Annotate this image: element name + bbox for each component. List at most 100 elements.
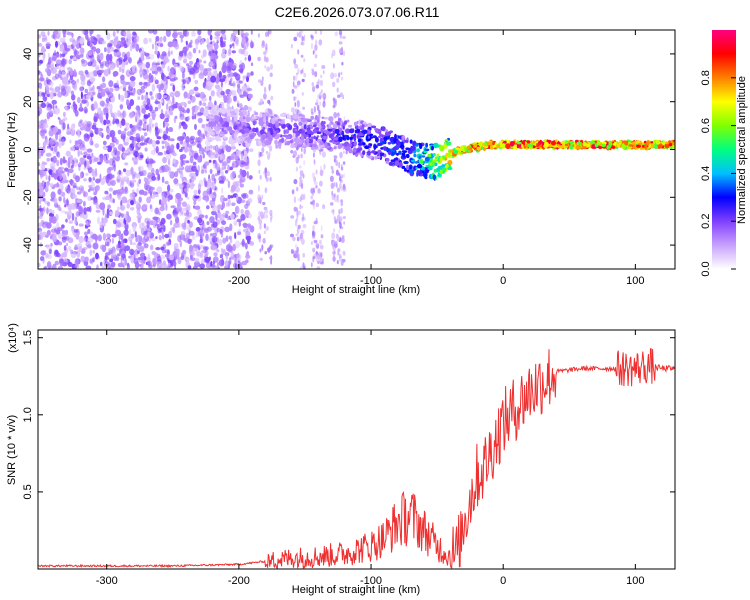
spectrogram-streak-cell (313, 181, 318, 185)
spectrogram-signal-cell (327, 128, 333, 132)
spectrogram-signal-cell (369, 143, 373, 147)
spectrogram-signal-cell (506, 139, 510, 144)
spectrogram-noise-cell (83, 124, 88, 132)
spectrogram-noise-cell (54, 73, 60, 80)
spectrogram-signal-cell (416, 169, 420, 176)
spectrogram-signal-cell (239, 140, 244, 144)
spectrogram-streak-cell (293, 96, 297, 100)
spectrogram-noise-cell (80, 58, 86, 64)
spectrogram-noise-cell (120, 39, 127, 45)
spectrogram-streak-cell (302, 213, 305, 220)
spectrogram-noise-cell (137, 119, 143, 126)
spectrogram-noise-cell (211, 197, 216, 202)
spectrogram-noise-cell (95, 48, 101, 54)
figure-title: C2E6.2026.073.07.06.R11 (275, 4, 440, 20)
spectrogram-noise-cell (234, 257, 238, 264)
spectrogram-noise-cell (228, 57, 232, 63)
colorbar-tick-label: 0.4 (700, 166, 712, 181)
spectrogram-noise-cell (192, 47, 197, 54)
spectrogram-noise-cell (201, 232, 205, 237)
spectrogram-noise-cell (180, 230, 186, 236)
spectrogram-streak-cell (300, 182, 304, 189)
spectrogram-signal-cell (242, 125, 246, 130)
spectrogram-streak-cell (313, 49, 316, 53)
spectrogram-noise-cell (123, 176, 130, 183)
spectrogram-streak-cell (332, 97, 336, 102)
spectrogram-streak-cell (293, 85, 298, 89)
spectrogram-signal-cell (209, 116, 214, 119)
spectrogram-signal-cell (212, 104, 217, 110)
spectrogram-noise-cell (63, 196, 66, 204)
spectrogram-noise-cell (119, 222, 125, 228)
spectrogram-noise-cell (78, 245, 83, 252)
spectrogram-noise-cell (216, 262, 219, 267)
spectrogram-noise-cell (86, 155, 92, 160)
spectrogram-noise-cell (45, 181, 50, 188)
spectrogram-noise-cell (243, 105, 249, 111)
spectrogram-streak-cell (319, 79, 324, 86)
spectrogram-noise-cell (173, 213, 178, 219)
spectrogram-noise-cell (229, 36, 234, 43)
spectrogram-noise-cell (187, 219, 190, 224)
spectrogram-noise-cell (59, 173, 63, 180)
spectrogram-streak-cell (332, 81, 336, 88)
spectrogram-streak-cell (301, 35, 305, 42)
spectrogram-streak-cell (323, 163, 326, 170)
spectrogram-noise-cell (234, 36, 239, 44)
spectrogram-noise-cell (161, 228, 164, 235)
spectrogram-streak-cell (312, 257, 315, 263)
spectrogram-noise-cell (159, 206, 165, 212)
spectrogram-noise-cell (163, 35, 167, 43)
spectrogram-noise-cell (165, 30, 171, 37)
spectrogram-noise-cell (83, 154, 87, 159)
spectrogram-noise-cell (214, 84, 221, 90)
spectrogram-x-ticks: -300 -200 -100 0 100 (96, 30, 645, 287)
spectrogram-noise-cell (95, 178, 101, 184)
spectrogram-noise-cell (59, 47, 63, 52)
snr-x-tick-label: 100 (626, 575, 644, 587)
spectrogram-noise-cell (134, 173, 141, 179)
spectrogram-noise-cell (187, 44, 193, 48)
spectrogram-signal-cell (372, 135, 377, 139)
spectrogram-noise-cell (199, 100, 203, 106)
spectrogram-signal-cell (353, 140, 357, 147)
spectrogram-noise-cell (97, 127, 101, 135)
spectrogram-signal-cell (292, 114, 299, 120)
spectrogram-noise-cell (207, 187, 211, 196)
spectrogram-noise-cell (59, 53, 62, 58)
spectrogram-noise-cell (59, 258, 65, 267)
spectrogram-noise-cell (71, 182, 77, 186)
spectrogram-noise-cell (149, 204, 152, 210)
spectrogram-noise-cell (67, 31, 73, 36)
spectrogram-noise-cell (135, 236, 138, 243)
spectrogram-noise-cell (119, 94, 125, 103)
spectrogram-noise-cell (151, 83, 156, 92)
spectrogram-noise-cell (132, 224, 137, 233)
spectrogram-noise-cell (67, 168, 74, 174)
spectrogram-noise-cell (202, 163, 206, 169)
spectrogram-noise-cell (80, 80, 86, 86)
spectrogram-noise-cell (220, 30, 226, 35)
spectrogram-signal-cell (558, 145, 565, 149)
spectrogram-noise-cell (79, 86, 84, 92)
spectrogram-streak-cell (334, 31, 338, 37)
spectrogram-noise-cell (187, 265, 192, 269)
spectrogram-noise-cell (118, 244, 121, 249)
spectrogram-noise-cell (83, 190, 86, 198)
spectrogram-noise-cell (146, 196, 152, 204)
spectrogram-noise-cell (226, 178, 229, 182)
spectrogram-noise-cell (192, 265, 198, 269)
spectrogram-noise-cell (232, 80, 236, 88)
spectrogram-noise-cell (217, 209, 220, 213)
spectrogram-streak-cell (316, 257, 320, 264)
spectrogram-noise-cell (221, 257, 225, 266)
spectrogram-noise-cell (187, 164, 193, 172)
spectrogram-noise-cell (48, 129, 54, 137)
spectrogram-streak-cell (296, 32, 299, 38)
spectrogram-streak-cell (293, 58, 297, 65)
spectrogram-noise-cell (203, 60, 207, 64)
spectrogram-signal-cell (447, 152, 451, 158)
spectrogram-noise-cell (99, 64, 104, 69)
spectrogram-noise-cell (67, 123, 70, 130)
colorbar-tick-label: 0.8 (700, 70, 712, 85)
